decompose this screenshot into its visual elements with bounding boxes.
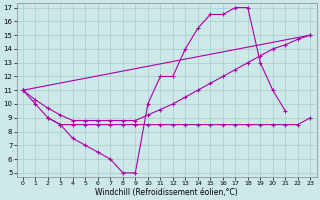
X-axis label: Windchill (Refroidissement éolien,°C): Windchill (Refroidissement éolien,°C) xyxy=(95,188,238,197)
